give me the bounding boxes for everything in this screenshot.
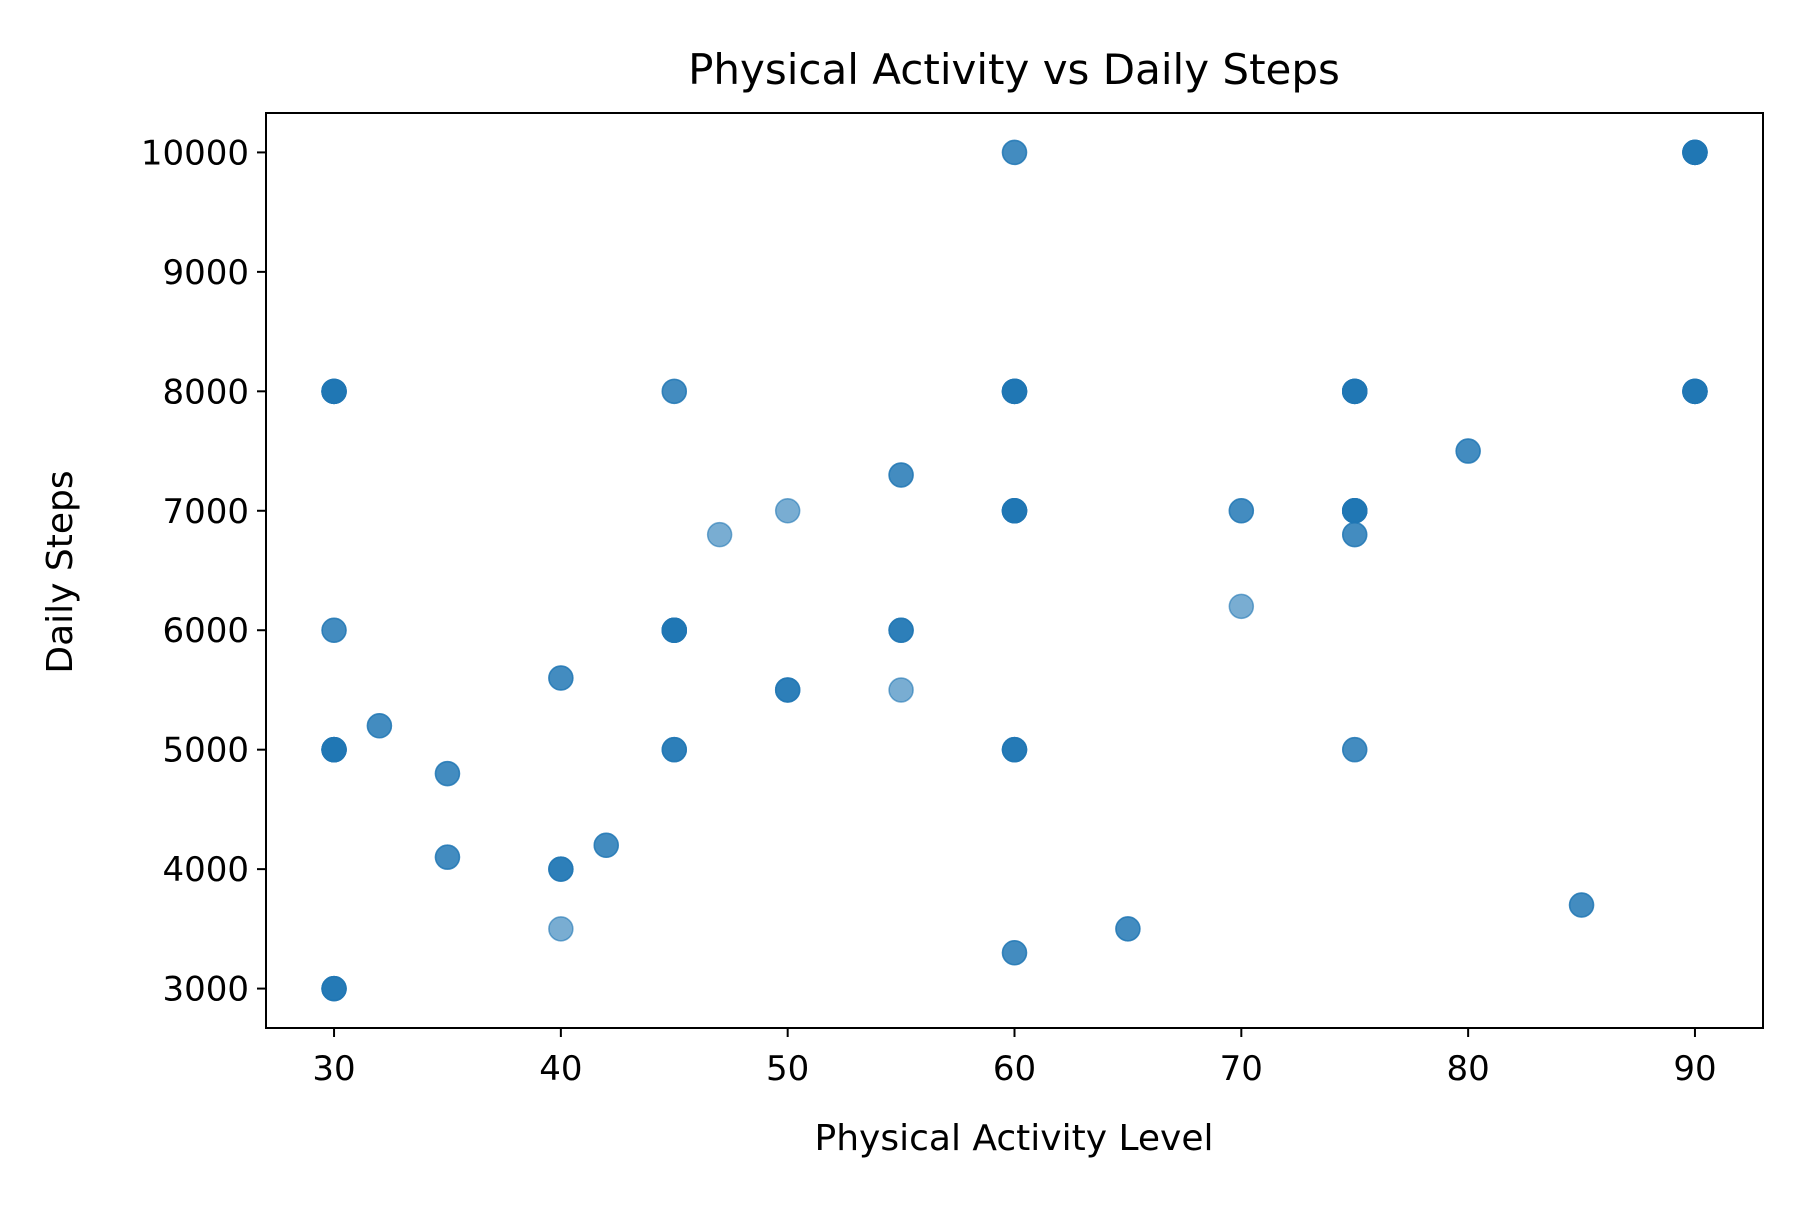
data-point <box>1228 593 1255 620</box>
data-point <box>1115 916 1141 942</box>
data-point <box>1341 521 1368 548</box>
x-tick-label: 90 <box>1673 1049 1716 1089</box>
y-tick-label: 4000 <box>162 850 249 890</box>
data-point <box>661 378 688 405</box>
data-point <box>1228 498 1255 524</box>
data-point <box>888 462 914 488</box>
y-tick-label: 6000 <box>162 611 249 651</box>
data-point <box>548 665 574 691</box>
data-point <box>321 975 347 1002</box>
x-tick-label: 80 <box>1447 1049 1490 1089</box>
x-tick-label: 30 <box>312 1049 355 1089</box>
plot-frame <box>265 112 1764 1029</box>
y-tick-label: 7000 <box>162 492 249 532</box>
x-tick-label: 40 <box>539 1049 582 1089</box>
data-point <box>1001 378 1028 405</box>
ticks-layer: 30 40 50 60 70 80 90 3000 4000 5000 6000 7000 8000 90… <box>141 133 1717 1089</box>
data-point <box>888 617 914 643</box>
data-point <box>1001 736 1028 763</box>
data-point <box>366 713 393 739</box>
data-point <box>774 677 801 703</box>
y-tick-label: 3000 <box>162 970 249 1010</box>
y-axis-label: Daily Steps <box>40 470 81 673</box>
chart-title: Physical Activity vs Daily Steps <box>688 45 1340 94</box>
data-point <box>1568 892 1595 918</box>
data-point <box>774 498 801 524</box>
y-tick-label: 10000 <box>141 133 249 173</box>
data-point <box>1455 438 1481 464</box>
data-point <box>1341 498 1368 524</box>
data-point <box>434 760 461 787</box>
data-point <box>1682 378 1708 405</box>
data-point <box>1001 939 1028 966</box>
data-point <box>1341 378 1368 405</box>
y-tick-label: 9000 <box>162 253 249 293</box>
data-point <box>434 844 461 870</box>
data-point <box>1001 139 1028 166</box>
data-point <box>321 617 347 643</box>
data-point <box>661 617 688 643</box>
y-tick-label: 8000 <box>162 372 249 412</box>
x-tick-label: 70 <box>1220 1049 1263 1089</box>
data-point <box>661 736 688 763</box>
x-tick-label: 60 <box>993 1049 1036 1089</box>
x-tick-label: 50 <box>766 1049 809 1089</box>
data-point <box>706 521 733 548</box>
data-point <box>548 916 574 942</box>
data-point <box>1682 139 1708 166</box>
x-axis-label: Physical Activity Level <box>815 1118 1214 1159</box>
data-point <box>1341 736 1368 763</box>
data-point <box>321 378 347 405</box>
data-point <box>593 832 619 858</box>
data-point <box>548 856 574 882</box>
y-tick-label: 5000 <box>162 731 249 771</box>
data-point <box>888 677 914 703</box>
points-layer <box>321 139 1708 1002</box>
data-point <box>1001 498 1028 524</box>
data-point <box>321 736 347 763</box>
